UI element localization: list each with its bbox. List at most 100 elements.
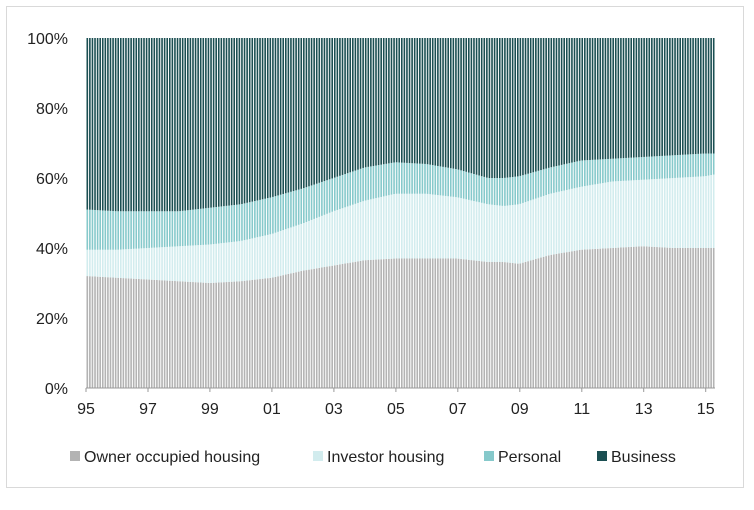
bar <box>707 38 710 388</box>
bar-segment <box>676 177 679 248</box>
bar-segment <box>96 276 99 388</box>
bar <box>640 38 643 388</box>
bar-segment <box>210 38 212 208</box>
bar-segment <box>542 256 545 388</box>
bar-segment <box>377 259 380 388</box>
bar <box>519 38 522 388</box>
bar-segment <box>125 211 127 250</box>
bar-segment <box>143 38 145 212</box>
bar-segment <box>669 38 671 156</box>
bar <box>692 38 694 388</box>
bar-segment <box>251 279 254 388</box>
bar-segment <box>496 262 498 388</box>
bar-segment <box>318 267 321 388</box>
x-tick-label: 95 <box>77 401 95 418</box>
bar-segment <box>679 248 681 388</box>
bar-segment <box>331 38 333 179</box>
bar-segment <box>712 248 715 388</box>
bar-segment <box>506 38 509 178</box>
bar-segment <box>547 194 550 256</box>
bar-segment <box>429 258 431 388</box>
bar-segment <box>620 180 622 248</box>
bar-segment <box>449 168 452 197</box>
bar-segment <box>406 38 408 163</box>
bar-segment <box>272 196 274 234</box>
bar-segment <box>94 38 96 211</box>
bar-segment <box>259 279 261 388</box>
bar-segment <box>171 211 174 247</box>
bar-segment <box>563 252 565 388</box>
bar-segment <box>511 176 514 205</box>
bar <box>614 38 617 388</box>
bar <box>617 38 620 388</box>
bar <box>217 38 220 388</box>
bar-segment <box>589 159 591 186</box>
bar-segment <box>609 248 612 388</box>
bar-segment <box>339 264 341 388</box>
bar-segment <box>189 245 192 282</box>
bar <box>491 38 493 388</box>
bar-segment <box>635 246 638 388</box>
bar-segment <box>192 209 194 246</box>
bar-segment <box>282 38 285 194</box>
bar-segment <box>560 253 563 388</box>
bar-segment <box>161 247 163 281</box>
bar-segment <box>187 281 189 388</box>
bar-segment <box>560 164 563 192</box>
bar-segment <box>181 38 184 211</box>
bar-segment <box>694 248 697 388</box>
y-tick-label: 20% <box>36 311 68 328</box>
bar-segment <box>395 193 398 259</box>
bar-segment <box>254 237 256 280</box>
bar-segment <box>465 38 468 172</box>
bar <box>514 38 517 388</box>
bar-segment <box>712 38 715 154</box>
bar-segment <box>323 267 326 388</box>
bar <box>620 38 622 388</box>
bar <box>256 38 259 388</box>
bar-segment <box>194 38 197 210</box>
bar-segment <box>604 248 607 388</box>
bar-segment <box>581 38 584 161</box>
bar-segment <box>393 38 395 163</box>
bar-segment <box>596 38 599 160</box>
bar-segment <box>710 153 712 176</box>
bar-segment <box>614 158 617 182</box>
bar-segment <box>473 201 475 261</box>
bar-segment <box>318 182 321 217</box>
bar-segment <box>589 185 591 250</box>
bar-segment <box>697 248 700 388</box>
bar <box>651 38 653 388</box>
bar-segment <box>447 196 449 259</box>
bar-segment <box>653 156 656 180</box>
bar-segment <box>614 38 617 159</box>
bar <box>225 38 228 388</box>
bar <box>197 38 199 388</box>
bar-segment <box>681 248 684 388</box>
bar-segment <box>122 211 125 250</box>
legend-label: Personal <box>498 449 561 466</box>
x-tick-label: 97 <box>139 401 157 418</box>
bar-segment <box>184 281 187 388</box>
bar-segment <box>99 276 101 388</box>
bar-segment <box>256 237 259 280</box>
bar-segment <box>692 38 694 155</box>
bar-segment <box>215 282 217 388</box>
bar-segment <box>264 278 266 388</box>
bar-segment <box>246 38 248 203</box>
bar <box>166 38 168 388</box>
bar-segment <box>462 171 465 199</box>
bar-segment <box>393 194 395 259</box>
bar-segment <box>150 38 153 212</box>
bar-segment <box>421 258 424 388</box>
bar-segment <box>591 159 594 185</box>
bar-segment <box>308 38 310 187</box>
bar-segment <box>620 247 622 388</box>
y-tick-label: 0% <box>45 381 68 398</box>
bar-segment <box>449 258 452 388</box>
x-tick-label: 03 <box>325 401 343 418</box>
bar-segment <box>671 38 674 156</box>
bar <box>230 38 233 388</box>
bar <box>581 38 584 388</box>
bar <box>421 38 424 388</box>
